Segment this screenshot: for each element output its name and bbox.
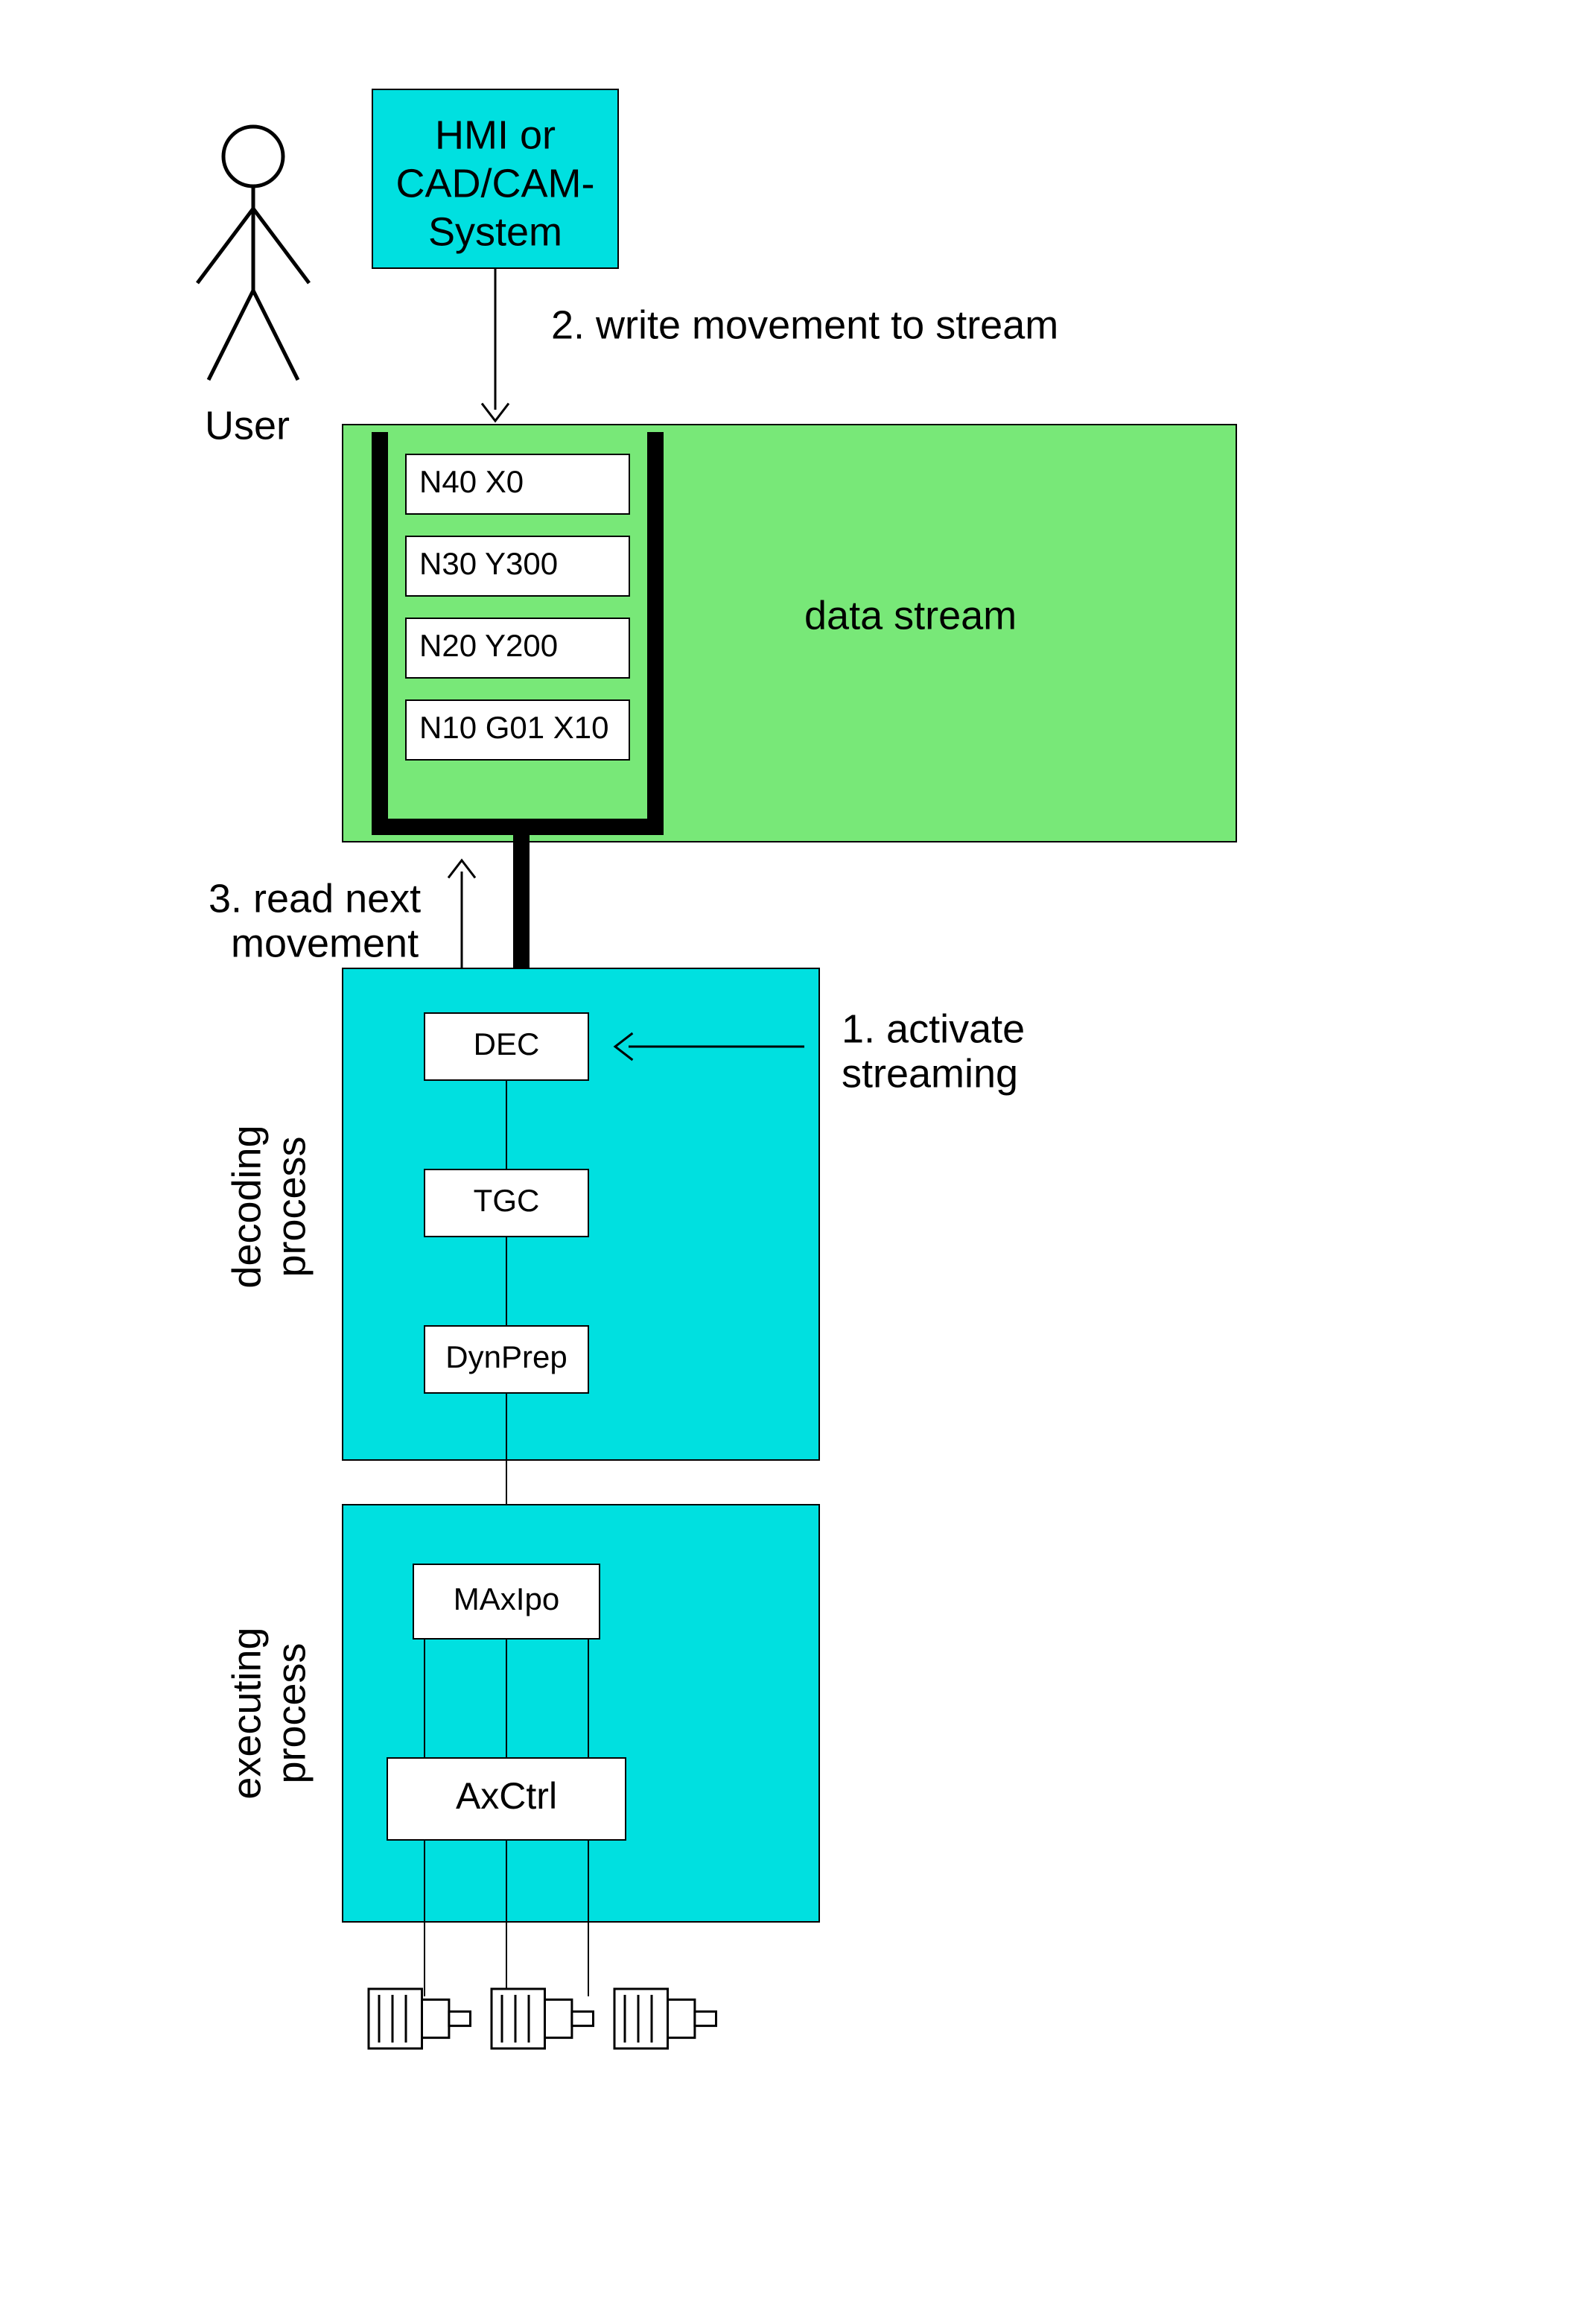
decoding-label-2: process	[269, 1136, 314, 1277]
stream-item-text: N30 Y300	[419, 546, 558, 581]
activate-label-2: streaming	[842, 1051, 1018, 1096]
decoding-label-1: decoding	[224, 1125, 269, 1288]
connector-icon	[492, 1989, 594, 2048]
hmi-line3: System	[428, 209, 562, 254]
hmi-line2: CAD/CAM-	[396, 161, 595, 206]
user-icon	[197, 127, 309, 380]
maxipo-text: MAxIpo	[454, 1581, 559, 1616]
executing-label-1: executing	[224, 1627, 269, 1799]
stream-item-text: N40 X0	[419, 464, 524, 499]
decoding-box-text: DynPrep	[445, 1339, 567, 1374]
read-label-1: 3. read next	[209, 876, 421, 921]
write-stream-label: 2. write movement to stream	[551, 302, 1058, 347]
stream-item-text: N20 Y200	[419, 628, 558, 663]
decoding-box-text: DEC	[474, 1026, 540, 1061]
decoding-box-text: TGC	[474, 1183, 540, 1218]
hmi-line1: HMI or	[435, 112, 556, 157]
stream-item-text: N10 G01 X10	[419, 710, 609, 745]
read-label-2: movement	[231, 921, 419, 965]
axctrl-text: AxCtrl	[456, 1775, 557, 1817]
executing-label-2: process	[269, 1643, 314, 1783]
connector-icon	[369, 1989, 471, 2048]
activate-label-1: 1. activate	[842, 1006, 1025, 1051]
connector-icon	[614, 1989, 716, 2048]
user-label: User	[205, 403, 290, 448]
data-stream-label: data stream	[804, 593, 1017, 638]
